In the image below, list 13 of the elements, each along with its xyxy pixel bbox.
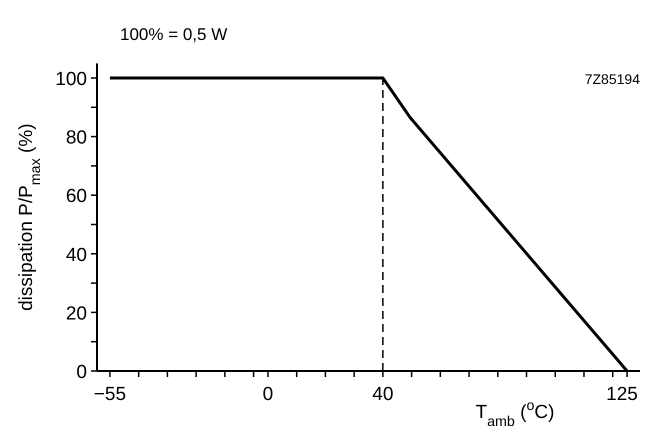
y-tick-label: 40 [66, 244, 87, 266]
x-tick-label: 40 [372, 384, 394, 405]
y-tick-label: 0 [76, 362, 87, 383]
y-tick-label: 80 [66, 128, 87, 149]
x-axis-title: T$_{amb}$ ($^{o}$C) [476, 398, 554, 426]
y-tick-label: 60 [66, 186, 87, 208]
x-tick-label: −55 [94, 384, 126, 405]
annotation: 7Z85194 [584, 71, 640, 87]
x-tick-label: 0 [262, 384, 274, 405]
y-tick-label: 20 [66, 303, 87, 324]
x-tick-label: 125 [606, 384, 638, 405]
text: 100% = 0,5 W [120, 25, 228, 44]
y-tick-label: 100 [55, 69, 87, 90]
